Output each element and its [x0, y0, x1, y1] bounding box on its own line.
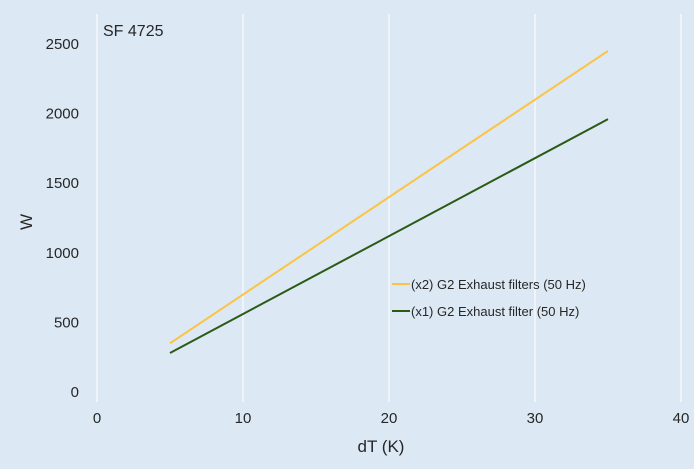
chart-title: SF 4725 — [103, 23, 164, 40]
x-tick-label-3: 30 — [527, 410, 544, 427]
legend-label-1: (x1) G2 Exhaust filter (50 Hz) — [411, 304, 579, 319]
series-lines — [169, 50, 609, 354]
series-line-0 — [169, 50, 609, 345]
y-tick-label-1: 500 — [54, 314, 79, 331]
series-line-1 — [169, 118, 609, 354]
x-axis-label: dT (K) — [358, 437, 405, 456]
x-tick-label-4: 40 — [673, 410, 690, 427]
x-tick-label-1: 10 — [235, 410, 252, 427]
y-tick-label-5: 2500 — [46, 36, 79, 53]
y-tick-label-3: 1500 — [46, 175, 79, 192]
y-tick-label-4: 2000 — [46, 106, 79, 123]
y-tick-label-0: 0 — [71, 384, 79, 401]
legend: (x2) G2 Exhaust filters (50 Hz) (x1) G2 E… — [392, 277, 586, 319]
y-axis-label: W — [17, 214, 36, 230]
y-axis-ticks: 0 500 1000 1500 2000 2500 — [46, 36, 79, 401]
x-tick-label-0: 0 — [93, 410, 101, 427]
x-tick-label-2: 20 — [381, 410, 398, 427]
x-axis-ticks: 0 10 20 30 40 — [93, 410, 690, 427]
y-tick-label-2: 1000 — [46, 245, 79, 262]
grid-lines — [96, 14, 682, 402]
legend-label-0: (x2) G2 Exhaust filters (50 Hz) — [411, 277, 586, 292]
